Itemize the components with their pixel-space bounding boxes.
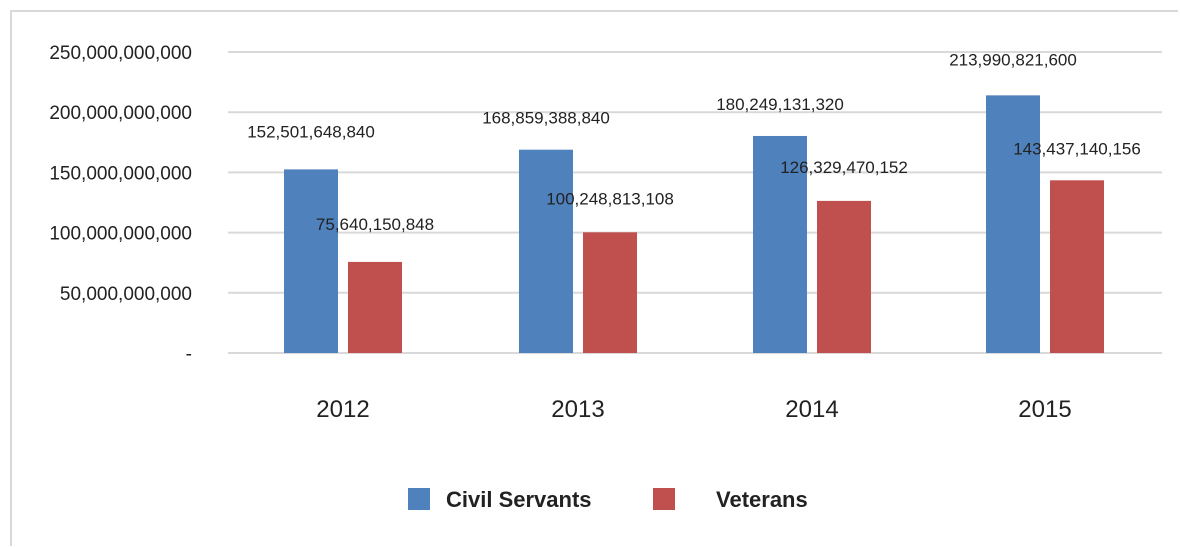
x-tick-label: 2014 <box>785 396 838 423</box>
x-tick-label: 2013 <box>551 396 604 423</box>
bar <box>817 200 871 353</box>
bar <box>519 149 573 353</box>
chart-frame <box>10 10 1178 546</box>
bar <box>753 135 807 353</box>
bar <box>986 95 1040 354</box>
data-label: 213,990,821,600 <box>949 50 1077 69</box>
bar <box>348 261 402 353</box>
y-tick-label: - <box>186 344 192 365</box>
y-tick-label: 250,000,000,000 <box>49 43 192 64</box>
bar <box>284 169 338 353</box>
x-tick-label: 2015 <box>1018 396 1071 423</box>
data-label: 75,640,150,848 <box>316 215 434 234</box>
bar <box>583 232 637 353</box>
legend-label: Veterans <box>716 487 808 512</box>
bar <box>1050 180 1104 353</box>
x-tick-label: 2012 <box>316 396 369 423</box>
y-tick-label: 100,000,000,000 <box>49 224 192 245</box>
data-label: 168,859,388,840 <box>482 109 610 128</box>
y-tick-label: 50,000,000,000 <box>60 284 192 305</box>
legend-label: Civil Servants <box>446 487 592 512</box>
data-label: 180,249,131,320 <box>716 95 844 114</box>
data-label: 100,248,813,108 <box>546 189 674 208</box>
y-tick-label: 200,000,000,000 <box>49 103 192 124</box>
y-tick-label: 150,000,000,000 <box>49 163 192 184</box>
data-label: 143,437,140,156 <box>1013 139 1141 158</box>
data-label: 152,501,648,840 <box>247 122 375 141</box>
data-label: 126,329,470,152 <box>780 158 908 177</box>
legend-swatch <box>653 488 675 510</box>
legend-swatch <box>408 488 430 510</box>
